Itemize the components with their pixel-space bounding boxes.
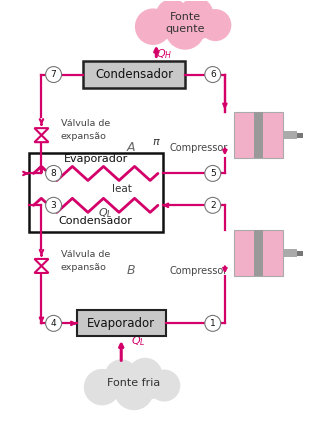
Bar: [297, 132, 303, 138]
Circle shape: [205, 197, 221, 213]
Circle shape: [85, 370, 120, 405]
Polygon shape: [34, 259, 48, 266]
Circle shape: [46, 67, 62, 83]
Polygon shape: [34, 128, 48, 135]
Text: 5: 5: [210, 169, 216, 178]
Text: Compressor: Compressor: [169, 143, 227, 153]
Circle shape: [205, 165, 221, 181]
Bar: [83, 61, 185, 88]
Bar: [254, 112, 263, 158]
Circle shape: [156, 0, 188, 32]
Bar: [29, 153, 163, 233]
Text: Válvula de: Válvula de: [61, 250, 110, 259]
Text: Fonte
quente: Fonte quente: [165, 12, 205, 34]
Bar: [283, 249, 297, 257]
Ellipse shape: [150, 17, 220, 39]
Text: expansão: expansão: [61, 132, 107, 141]
Text: 6: 6: [210, 70, 216, 79]
Bar: [254, 230, 263, 276]
Text: 8: 8: [51, 169, 56, 178]
Text: $B$: $B$: [126, 264, 136, 277]
Text: $A$: $A$: [126, 142, 136, 155]
Circle shape: [166, 11, 204, 49]
Text: $Q_L$: $Q_L$: [98, 207, 113, 220]
Text: Compressor: Compressor: [169, 266, 227, 276]
Text: 2: 2: [210, 201, 216, 210]
Circle shape: [205, 67, 221, 83]
Circle shape: [46, 165, 62, 181]
Bar: [77, 310, 166, 336]
Bar: [283, 131, 297, 139]
Bar: [234, 112, 283, 158]
Text: $Q_H$: $Q_H$: [156, 47, 173, 61]
Text: Condensador: Condensador: [95, 68, 173, 81]
Circle shape: [105, 360, 137, 392]
Text: Condensador: Condensador: [59, 216, 133, 226]
Ellipse shape: [99, 378, 169, 400]
Circle shape: [46, 315, 62, 331]
Circle shape: [149, 370, 180, 401]
Text: expansão: expansão: [61, 263, 107, 272]
Circle shape: [115, 371, 153, 410]
Text: leat: leat: [112, 184, 131, 194]
Bar: [234, 230, 283, 276]
Text: 3: 3: [51, 201, 56, 210]
Text: $\pi$: $\pi$: [152, 136, 161, 146]
Text: $Q_L$: $Q_L$: [131, 334, 146, 348]
Circle shape: [129, 359, 162, 391]
Text: 4: 4: [51, 319, 56, 328]
Circle shape: [136, 9, 171, 44]
Text: Evaporador: Evaporador: [63, 154, 128, 164]
Circle shape: [180, 0, 213, 31]
Text: 1: 1: [210, 319, 216, 328]
Text: Evaporador: Evaporador: [87, 317, 155, 330]
Polygon shape: [34, 135, 48, 142]
Circle shape: [200, 10, 231, 40]
Bar: [297, 251, 303, 256]
Text: Válvula de: Válvula de: [61, 120, 110, 129]
Circle shape: [205, 315, 221, 331]
Text: Fonte fria: Fonte fria: [108, 378, 160, 388]
Text: 7: 7: [51, 70, 56, 79]
Circle shape: [46, 197, 62, 213]
Polygon shape: [34, 266, 48, 273]
